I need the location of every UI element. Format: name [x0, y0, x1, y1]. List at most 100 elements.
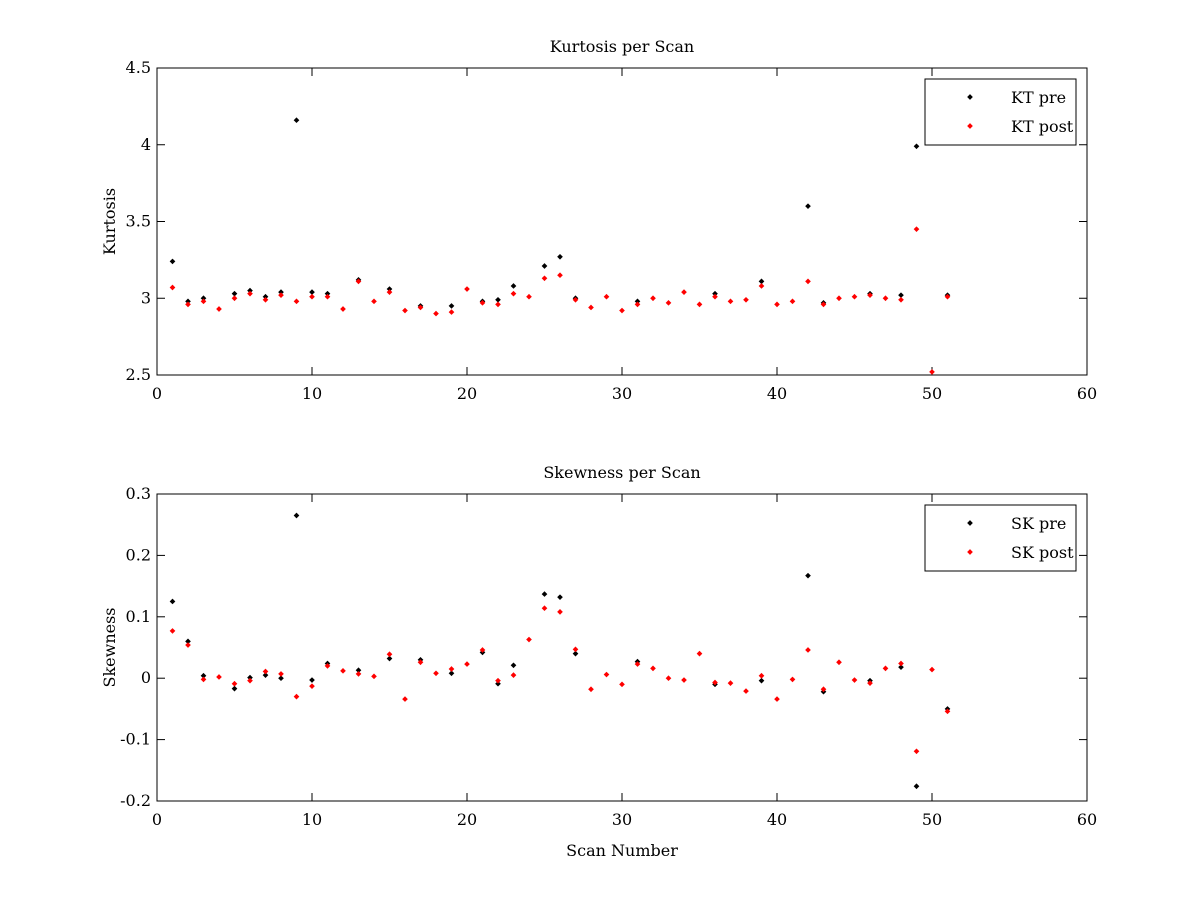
skewness-point-pre: [355, 667, 362, 674]
skewness-point-post: [650, 665, 656, 672]
skewness-point-post: [882, 665, 889, 672]
skewness-point-post: [836, 659, 842, 666]
kurtosis-point-post: [898, 296, 904, 303]
skewness-point-post: [216, 674, 222, 680]
kurtosis-point-post: [758, 283, 765, 289]
kurtosis-point-post: [805, 278, 811, 285]
kurtosis-point-pre: [185, 298, 191, 305]
kurtosis-point-post: [169, 284, 176, 291]
kurtosis-y-tick-label: 3.5: [126, 212, 151, 231]
skewness-point-post: [898, 660, 904, 667]
kurtosis-point-post: [820, 301, 827, 308]
kurtosis-plot: Kurtosis per Scan Kurtosis KT pre KT pos…: [100, 37, 1097, 403]
skewness-point-post: [758, 672, 765, 679]
kurtosis-point-post: [200, 298, 207, 305]
kurtosis-point-pre: [278, 289, 284, 295]
skewness-point-post: [464, 661, 470, 667]
kurtosis-point-post: [231, 295, 238, 302]
kurtosis-point-post: [402, 307, 408, 314]
kurtosis-x-tick-label: 30: [612, 384, 632, 403]
kurtosis-x-tick-label: 20: [457, 384, 477, 403]
skewness-point-post: [944, 708, 951, 715]
skewness-point-post: [526, 636, 532, 643]
skewness-point-pre: [448, 670, 455, 677]
skewness-point-post: [743, 688, 749, 694]
skewness-plot-title: Skewness per Scan: [543, 463, 700, 482]
skewness-x-tick-label: 30: [612, 810, 632, 829]
kurtosis-point-pre: [913, 143, 920, 150]
kurtosis-point-post: [681, 289, 687, 295]
skewness-point-post: [541, 605, 548, 612]
kurtosis-y-axis-label: Kurtosis: [100, 188, 119, 255]
skewness-point-post: [448, 666, 455, 672]
kurtosis-point-pre: [386, 286, 393, 292]
skewness-point-post: [510, 672, 517, 678]
kurtosis-point-pre: [898, 292, 904, 299]
kurtosis-point-pre: [712, 290, 718, 297]
kurtosis-y-tick-label: 2.5: [126, 365, 151, 384]
skewness-point-post: [619, 681, 625, 688]
kurtosis-point-pre: [262, 293, 269, 300]
skewness-y-tick-label: -0.2: [120, 791, 151, 810]
skewness-legend-label-pre: SK pre: [1011, 514, 1066, 533]
kurtosis-point-pre: [324, 290, 331, 297]
skewness-point-post: [665, 675, 672, 682]
kurtosis-point-post: [696, 301, 703, 308]
skewness-legend-box: [924, 504, 1077, 572]
kurtosis-point-post: [262, 296, 269, 303]
kurtosis-point-post: [650, 295, 656, 302]
kurtosis-point-post: [309, 293, 315, 300]
skewness-x-tick-label: 10: [302, 810, 322, 829]
kurtosis-x-tick-label: 10: [302, 384, 322, 403]
kurtosis-point-post: [789, 298, 796, 305]
skewness-y-tick-label: 0.3: [126, 484, 151, 503]
skewness-point-pre: [572, 650, 579, 657]
skewness-point-post: [402, 696, 408, 702]
kurtosis-point-post: [634, 301, 641, 308]
kurtosis-point-post: [386, 289, 393, 295]
skewness-point-post: [774, 696, 780, 702]
kurtosis-point-post: [882, 295, 889, 302]
skewness-point-pre: [386, 655, 393, 662]
skewness-point-post: [231, 680, 238, 687]
skewness-point-pre: [557, 594, 563, 600]
skewness-point-post: [557, 609, 563, 615]
kurtosis-point-pre: [634, 298, 641, 305]
kurtosis-point-post: [526, 293, 532, 300]
skewness-point-post: [913, 748, 920, 755]
skewness-x-tick-label: 0: [152, 810, 162, 829]
skewness-point-post: [681, 677, 687, 683]
skewness-y-tick-label: 0.2: [126, 545, 151, 564]
skewness-point-pre: [278, 675, 284, 682]
skewness-point-post: [789, 676, 796, 683]
kurtosis-point-post: [417, 304, 424, 311]
skewness-point-pre: [510, 662, 517, 669]
kurtosis-point-post: [448, 309, 455, 315]
kurtosis-y-tick-label: 4: [141, 135, 151, 154]
skewness-point-pre: [185, 638, 191, 645]
kurtosis-point-post: [216, 306, 222, 312]
skewness-point-post: [495, 677, 501, 684]
kurtosis-point-pre: [247, 287, 253, 294]
kurtosis-point-pre: [231, 290, 238, 297]
skewness-point-pre: [541, 591, 548, 597]
kurtosis-point-post: [479, 300, 486, 306]
skewness-plot: Skewness per Scan Skewness Scan Number S…: [100, 463, 1097, 860]
kurtosis-point-post: [836, 295, 842, 302]
kurtosis-point-pre: [200, 295, 207, 302]
kurtosis-point-pre: [309, 289, 315, 295]
kurtosis-point-pre: [510, 283, 517, 289]
skewness-point-post: [820, 686, 827, 693]
kurtosis-legend-marker-pre: [967, 94, 973, 100]
skewness-point-post: [805, 647, 811, 653]
skewness-point-post: [727, 680, 734, 686]
kurtosis-x-tick-label: 60: [1077, 384, 1097, 403]
kurtosis-point-post: [247, 290, 253, 297]
skewness-point-pre: [231, 685, 238, 692]
skewness-point-post: [247, 677, 253, 684]
skewness-point-post: [712, 679, 718, 686]
kurtosis-point-post: [278, 292, 284, 299]
skewness-point-post: [867, 680, 873, 686]
skewness-x-axis-label: Scan Number: [566, 841, 678, 860]
skewness-y-axis-label: Skewness: [100, 607, 119, 687]
